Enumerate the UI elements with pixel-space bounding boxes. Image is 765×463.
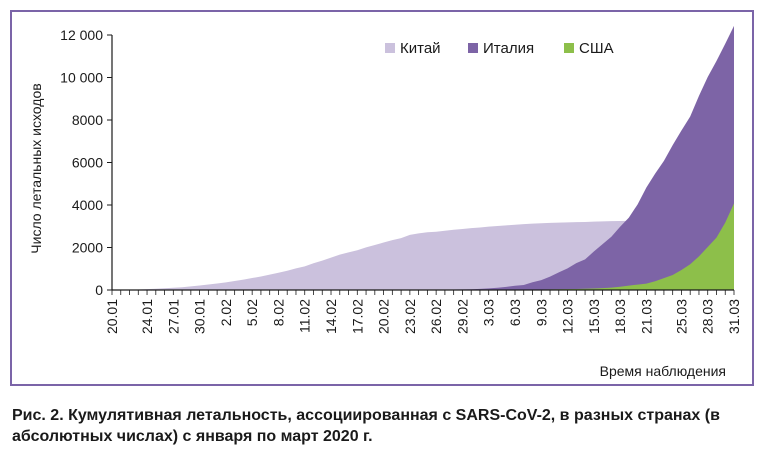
- legend-label-2: США: [579, 40, 614, 57]
- y-tick-label: 6000: [72, 155, 103, 171]
- chart-frame: 0 2000 4000 6000 8000 10 000 12 000 20.01 24.01…: [10, 10, 754, 386]
- y-axis-ticks: 0 2000 4000 6000 8000 10 000 12 000: [60, 27, 112, 298]
- x-axis-ticks: 20.01 24.01 27.01 30.01 2.02 5.02 8.02 11.02 14.…: [104, 290, 742, 334]
- area-chart: 0 2000 4000 6000 8000 10 000 12 000 20.01 24.01…: [28, 25, 742, 379]
- x-tick-label: 26.02: [428, 299, 444, 334]
- x-tick-label: 21.03: [638, 299, 654, 334]
- x-tick-label: 5.02: [244, 299, 260, 326]
- x-tick-label: 27.01: [165, 299, 181, 334]
- x-tick-label: 23.02: [402, 299, 418, 334]
- x-tick-label: 31.03: [726, 299, 742, 334]
- x-tick-label: 12.03: [560, 299, 576, 334]
- area-series-1: [112, 25, 734, 291]
- legend-swatch-1: [468, 43, 478, 53]
- series-areas: [112, 25, 734, 291]
- x-tick-label: 9.03: [533, 299, 549, 326]
- x-axis-title: Время наблюдения: [600, 363, 726, 379]
- x-tick-label: 17.02: [349, 299, 365, 334]
- x-tick-label: 20.02: [376, 299, 392, 334]
- y-tick-label: 0: [95, 282, 103, 298]
- x-tick-label: 29.02: [454, 299, 470, 334]
- x-tick-label: 25.03: [673, 299, 689, 334]
- x-tick-label: 14.02: [323, 299, 339, 334]
- x-tick-label: 24.01: [139, 299, 155, 334]
- x-tick-label: 6.03: [507, 299, 523, 326]
- y-tick-label: 4000: [72, 197, 103, 213]
- y-tick-label: 8000: [72, 112, 103, 128]
- y-tick-label: 10 000: [60, 70, 103, 86]
- legend-label-0: Китай: [400, 40, 441, 57]
- figure-caption: Рис. 2. Кумулятивная летальность, ассоци…: [12, 407, 720, 445]
- legend-label-1: Италия: [483, 40, 534, 57]
- x-tick-label: 11.02: [297, 299, 313, 333]
- y-tick-label: 2000: [72, 240, 103, 256]
- x-tick-label: 30.01: [192, 299, 208, 334]
- x-tick-label: 18.03: [612, 299, 628, 334]
- x-tick-label: 2.02: [218, 299, 234, 326]
- x-tick-label: 28.03: [700, 299, 716, 334]
- y-axis-title: Число летальных исходов: [28, 83, 44, 253]
- legend-swatch-2: [564, 43, 574, 53]
- x-tick-label: 20.01: [104, 299, 120, 334]
- legend-swatch-0: [385, 43, 395, 53]
- x-tick-label: 15.03: [586, 299, 602, 334]
- x-tick-label: 3.03: [481, 299, 497, 326]
- legend: Китай Италия США: [385, 40, 614, 57]
- area-series-2: [112, 203, 734, 290]
- x-tick-label: 8.02: [270, 299, 286, 326]
- y-tick-label: 12 000: [60, 27, 103, 43]
